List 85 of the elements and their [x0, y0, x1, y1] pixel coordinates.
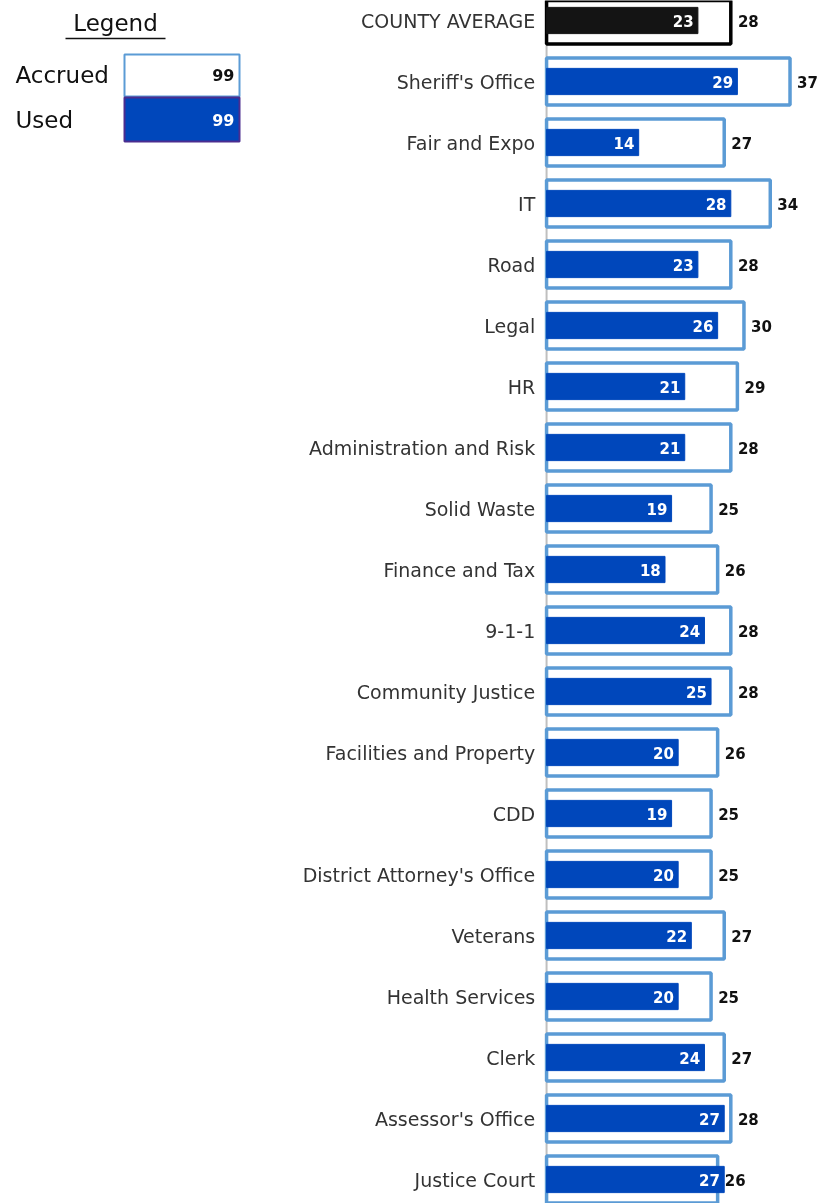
data-label: 28 [737, 1110, 759, 1129]
data-label: 28 [737, 256, 759, 275]
y-tick-label: Assessor's Office [374, 1107, 536, 1130]
bar [546, 372, 686, 401]
legend-label: Accrued [15, 61, 109, 88]
data-label: 21 [659, 378, 681, 397]
data-label: 28 [737, 439, 759, 458]
data-label: 20 [653, 988, 674, 1007]
data-label: 19 [646, 500, 668, 519]
bar [546, 6, 699, 35]
y-tick-label: Solid Waste [424, 497, 536, 520]
bar [546, 128, 640, 157]
bar [546, 433, 686, 462]
y-tick-label: Road [487, 253, 536, 276]
y-tick-label: Health Services [386, 985, 536, 1008]
data-label: 24 [679, 1049, 701, 1068]
bar [546, 738, 679, 767]
y-tick-label: 9-1-1 [485, 619, 536, 642]
data-label: 28 [737, 622, 759, 641]
bar [546, 494, 673, 523]
y-tick-label: Fair and Expo [406, 131, 536, 154]
data-label: 25 [718, 988, 740, 1007]
bar [546, 1104, 725, 1133]
data-label: 26 [724, 744, 746, 763]
data-label: 28 [705, 195, 727, 214]
data-label: 26 [724, 1171, 746, 1190]
bar [546, 1165, 725, 1194]
data-label: 26 [692, 317, 714, 336]
y-tick-label: Veterans [451, 924, 536, 947]
data-label: 37 [797, 73, 818, 92]
data-label: 18 [639, 561, 661, 580]
y-tick-label: Administration and Risk [309, 436, 536, 459]
text: 99 [212, 65, 235, 85]
bar [546, 677, 712, 706]
y-tick-label: COUNTY AVERAGE [361, 9, 536, 32]
data-label: 27 [699, 1110, 720, 1129]
y-tick-label: District Attorney's Office [302, 863, 536, 886]
y-tick-label: IT [518, 192, 536, 215]
legend-label: Used [15, 106, 74, 133]
y-tick-label: CDD [492, 802, 536, 825]
bar [546, 189, 732, 218]
y-tick-label: Sheriff's Office [396, 70, 536, 93]
data-label: 14 [613, 134, 635, 153]
data-label: 20 [653, 866, 674, 885]
legend-title: Legend [73, 9, 158, 36]
bar [546, 1043, 705, 1072]
data-label: 22 [666, 927, 688, 946]
data-label: 23 [672, 256, 694, 275]
data-label: 21 [659, 439, 681, 458]
y-tick-label: Clerk [486, 1046, 536, 1069]
bar [546, 616, 705, 645]
data-label: 28 [737, 12, 759, 31]
bar [546, 921, 692, 950]
data-label: 27 [731, 1049, 753, 1068]
data-label: 25 [718, 805, 740, 824]
data-label: 24 [679, 622, 701, 641]
data-label: 29 [712, 73, 734, 92]
data-label: 27 [731, 134, 753, 153]
bar [546, 67, 738, 96]
data-label: 25 [685, 683, 707, 702]
data-label: 28 [737, 683, 759, 702]
bar [546, 250, 699, 279]
data-label: 29 [744, 378, 766, 397]
data-label: 27 [731, 927, 753, 946]
bar [546, 799, 673, 828]
bar [546, 860, 679, 889]
data-label: 26 [724, 561, 746, 580]
y-tick-label: Community Justice [356, 680, 536, 703]
data-label: 27 [699, 1171, 720, 1190]
y-tick-label: Legal [484, 314, 536, 337]
bar [546, 555, 666, 584]
text: 99 [212, 110, 235, 130]
bar [546, 311, 719, 340]
data-label: 23 [672, 12, 694, 31]
y-tick-label: Facilities and Property [325, 741, 536, 764]
data-label: 34 [777, 195, 799, 214]
data-label: 25 [718, 500, 740, 519]
data-label: 30 [751, 317, 772, 336]
data-label: 19 [646, 805, 668, 824]
y-tick-label: Justice Court [413, 1168, 536, 1191]
y-tick-label: Finance and Tax [383, 558, 536, 581]
data-label: 20 [653, 744, 674, 763]
bar [546, 982, 679, 1011]
data-label: 25 [718, 866, 740, 885]
y-tick-label: HR [507, 375, 536, 398]
